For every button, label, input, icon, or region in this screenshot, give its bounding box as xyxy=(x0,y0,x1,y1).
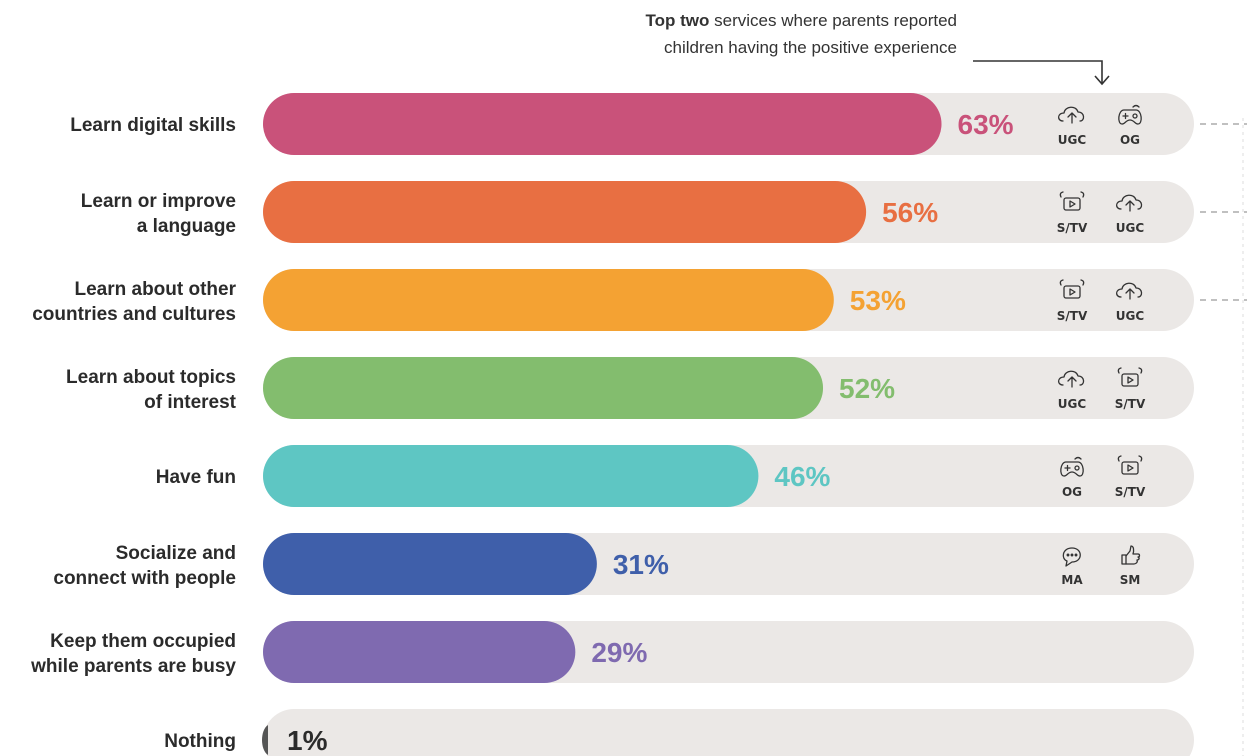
service-label: S/TV xyxy=(1115,485,1146,499)
service-label: UGC xyxy=(1116,309,1145,323)
cloud-upload-icon xyxy=(1057,370,1085,388)
category-label-line: Keep them occupied xyxy=(50,631,236,652)
category-label-line: Have fun xyxy=(156,467,236,488)
value-label: 1% xyxy=(287,725,328,756)
bar xyxy=(263,181,867,243)
service-badge: S/TV xyxy=(1115,455,1146,499)
category-label-line: Learn about topics xyxy=(66,367,236,388)
service-label: SM xyxy=(1120,573,1141,587)
category-label-line: a language xyxy=(137,216,236,237)
service-badge: OG xyxy=(1060,456,1084,499)
note-line-2: children having the positive experience xyxy=(664,38,957,57)
bar-row: 63% Learn digital skills UGC OG xyxy=(70,93,1194,155)
service-badge: OG xyxy=(1118,104,1142,147)
category-label-line: countries and cultures xyxy=(32,304,236,325)
streaming-tv-icon xyxy=(1059,279,1085,299)
bar xyxy=(262,725,268,755)
value-label: 46% xyxy=(774,461,830,492)
service-badge: UGC xyxy=(1115,194,1145,235)
category-label-line: Learn about other xyxy=(74,279,236,300)
service-label: S/TV xyxy=(1115,397,1146,411)
service-label: S/TV xyxy=(1057,309,1088,323)
streaming-tv-icon xyxy=(1117,455,1143,475)
bar-row: 46% Have fun OG S/TV xyxy=(156,445,1194,507)
cloud-upload-icon xyxy=(1115,282,1143,300)
category-label-line: Socialize and xyxy=(116,543,236,564)
streaming-tv-icon xyxy=(1059,191,1085,211)
service-badge: UGC xyxy=(1115,282,1145,323)
bar xyxy=(263,269,834,331)
bar-row: 52% Learn about topics of interest UGC S/TV xyxy=(66,357,1194,419)
service-badge: S/TV xyxy=(1057,279,1088,323)
bar xyxy=(263,357,824,419)
service-badge: S/TV xyxy=(1115,367,1146,411)
service-badge: SM xyxy=(1120,545,1141,587)
service-badge: S/TV xyxy=(1057,191,1088,235)
service-label: OG xyxy=(1120,133,1140,147)
bar-row: 31% Socialize and connect with people MA SM xyxy=(53,533,1194,595)
note-connector xyxy=(973,60,1103,83)
service-label: S/TV xyxy=(1057,221,1088,235)
bar-row: 53% Learn about other countries and cultur… xyxy=(32,269,1194,331)
note-bold: Top two xyxy=(646,11,710,30)
service-label: UGC xyxy=(1058,397,1087,411)
cloud-upload-icon xyxy=(1057,106,1085,124)
value-label: 31% xyxy=(613,549,669,580)
value-label: 52% xyxy=(839,373,895,404)
bar-row: 56% Learn or improve a language S/TV UGC xyxy=(81,181,1194,243)
category-label-line: Nothing xyxy=(164,731,236,752)
service-label: UGC xyxy=(1058,133,1087,147)
value-label: 56% xyxy=(882,197,938,228)
streaming-tv-icon xyxy=(1117,367,1143,387)
note-rest: services where parents reported xyxy=(714,11,957,30)
value-label: 29% xyxy=(591,637,647,668)
value-label: 63% xyxy=(958,109,1014,140)
service-badge: UGC xyxy=(1057,106,1087,147)
bar-track xyxy=(263,709,1194,756)
service-label: UGC xyxy=(1116,221,1145,235)
bar-rows: 63% Learn digital skills UGC OG 56% Learn or … xyxy=(30,93,1194,756)
category-label: Nothing xyxy=(164,731,236,752)
right-dashed-connectors xyxy=(1200,118,1247,756)
category-label: Have fun xyxy=(156,467,236,488)
category-label: Learn about topics of interest xyxy=(66,367,237,413)
service-label: MA xyxy=(1061,573,1083,587)
bar xyxy=(263,621,576,683)
category-label-line: connect with people xyxy=(53,568,236,589)
arrow-down-icon xyxy=(1094,75,1110,86)
bar-row: 1% Nothing xyxy=(164,709,1194,756)
bar-row: 29% Keep them occupied while parents are b… xyxy=(30,621,1194,683)
category-label: Learn or improve a language xyxy=(81,191,236,237)
category-label-line: while parents are busy xyxy=(30,656,236,677)
gamepad-icon xyxy=(1118,104,1142,125)
top-two-note: Top two services where parents reported … xyxy=(646,11,1110,86)
bar xyxy=(263,533,597,595)
service-label: OG xyxy=(1062,485,1082,499)
thumbs-up-icon xyxy=(1121,545,1141,565)
bar xyxy=(263,93,942,155)
category-label-line: of interest xyxy=(144,392,237,413)
service-badge: MA xyxy=(1061,547,1083,587)
service-badge: UGC xyxy=(1057,370,1087,411)
gamepad-icon xyxy=(1060,456,1084,477)
bar xyxy=(263,445,759,507)
note-line-1: Top two services where parents reported xyxy=(646,11,957,30)
category-label: Keep them occupied while parents are busy xyxy=(30,631,236,677)
category-label-line: Learn digital skills xyxy=(70,115,236,136)
category-label-line: Learn or improve xyxy=(81,191,236,212)
cloud-upload-icon xyxy=(1115,194,1143,212)
category-label: Socialize and connect with people xyxy=(53,543,236,589)
category-label: Learn about other countries and cultures xyxy=(32,279,236,325)
category-label: Learn digital skills xyxy=(70,115,236,136)
chat-bubble-icon xyxy=(1062,547,1081,567)
value-label: 53% xyxy=(850,285,906,316)
